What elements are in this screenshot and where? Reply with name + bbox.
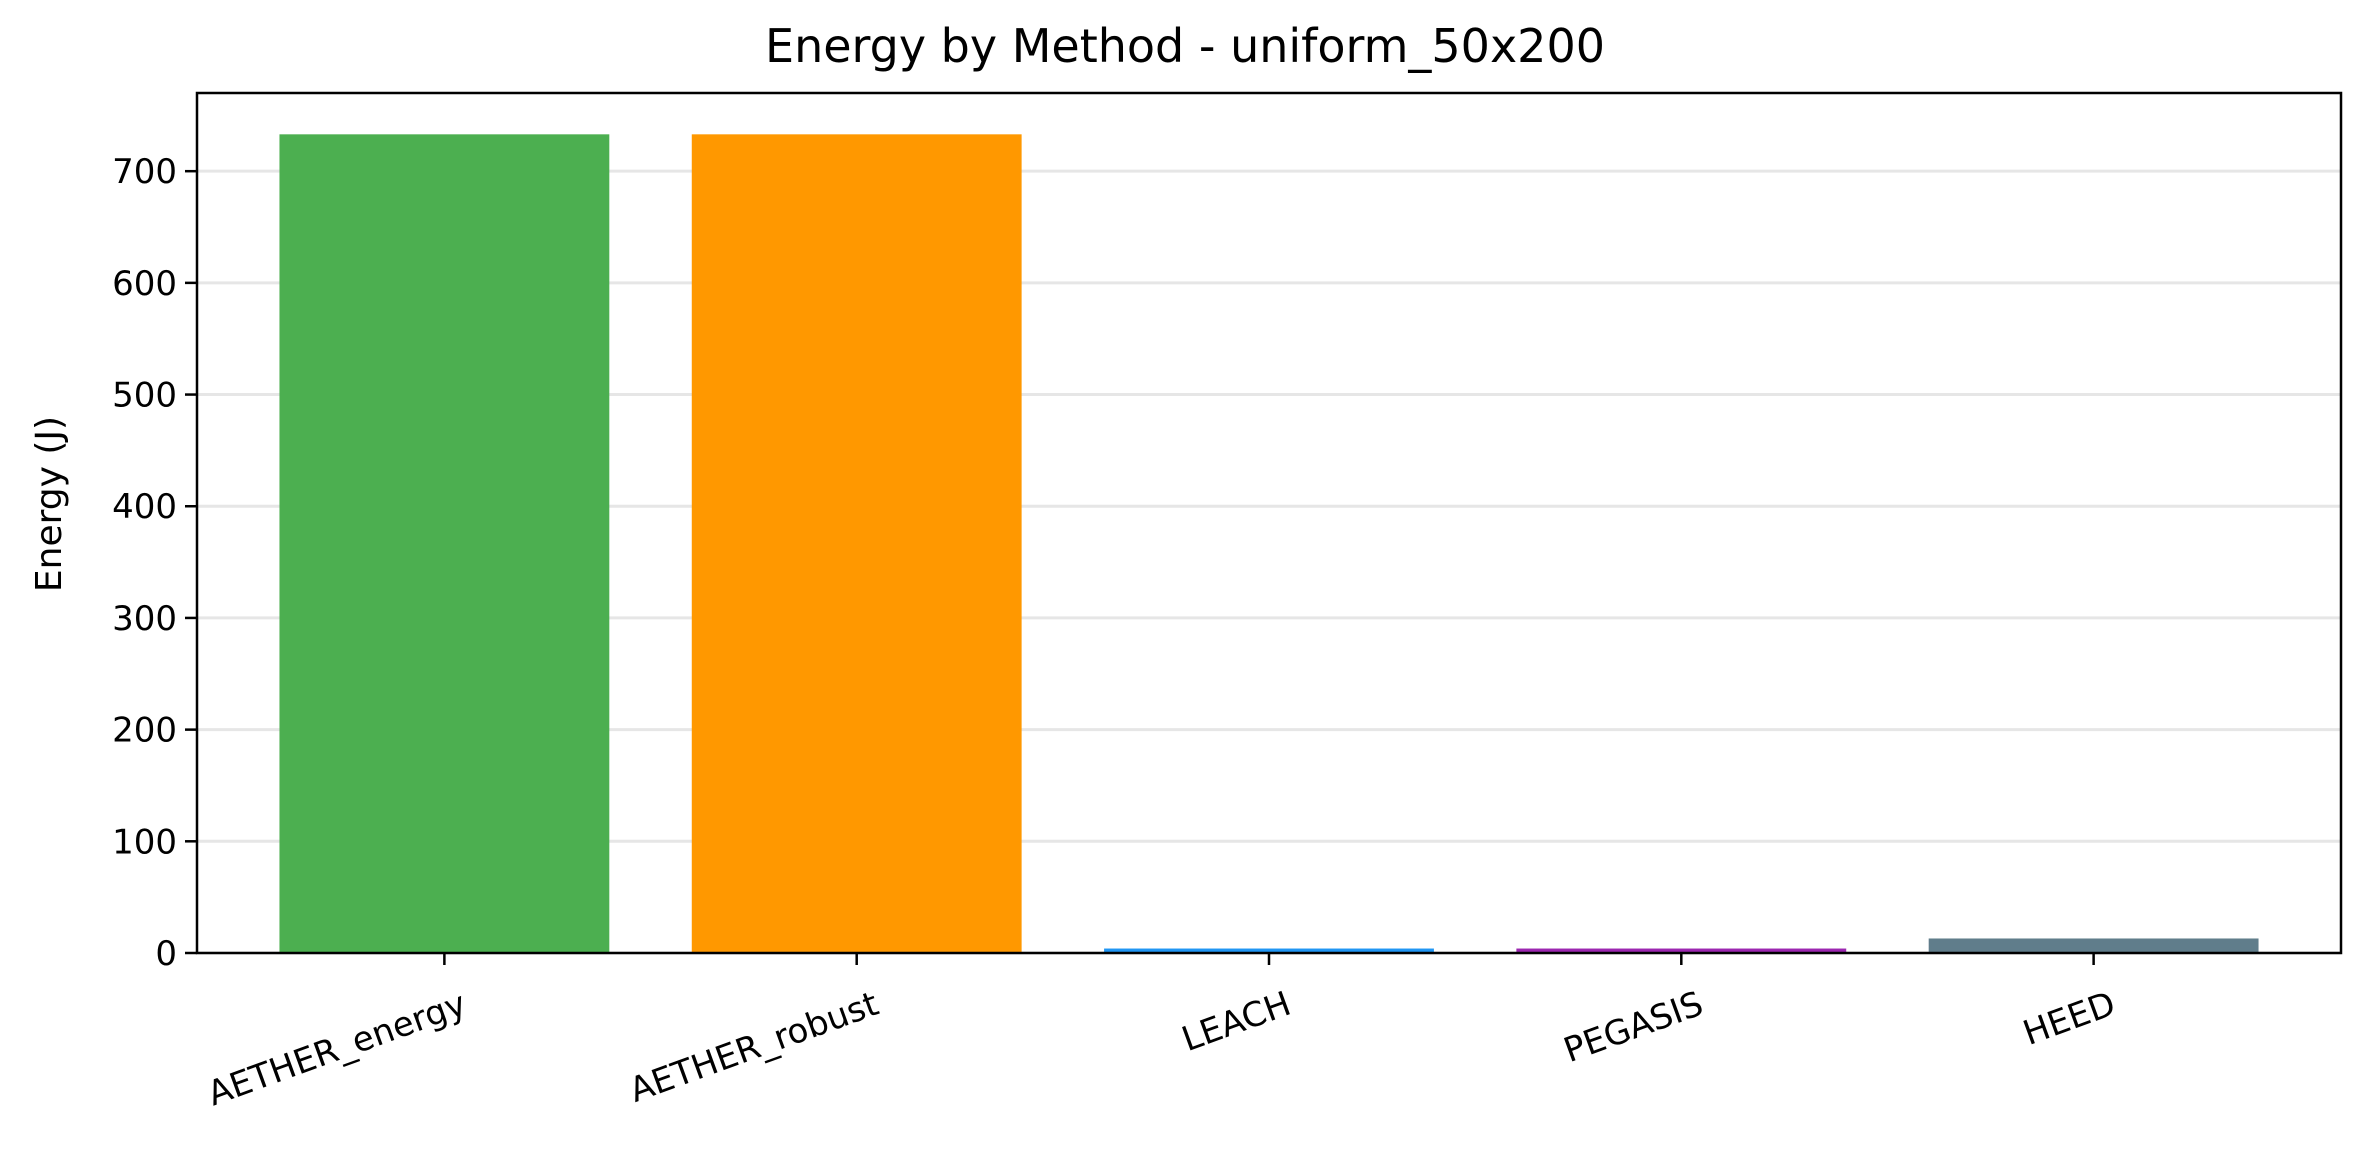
y-tick-label: 300 xyxy=(112,599,177,639)
chart-title: Energy by Method - uniform_50x200 xyxy=(765,19,1605,73)
bar-leach xyxy=(1104,948,1434,953)
y-tick-label: 0 xyxy=(155,934,177,974)
bars xyxy=(279,134,2259,953)
bar-aether-robust xyxy=(691,134,1022,953)
y-tick-label: 600 xyxy=(112,264,177,304)
bar-aether-energy xyxy=(279,134,610,953)
y-tick-label: 500 xyxy=(112,376,177,416)
y-tick-labels: 0 100 200 300 400 500 600 700 xyxy=(112,152,177,974)
y-axis-label: Energy (J) xyxy=(29,416,70,592)
y-tick-label: 100 xyxy=(112,822,177,862)
y-tick-label: 400 xyxy=(112,487,177,527)
bar-pegasis xyxy=(1516,948,1847,953)
y-tick-label: 700 xyxy=(112,152,177,192)
bar-heed xyxy=(1928,938,2259,953)
axes xyxy=(185,91,2343,965)
y-tick-label: 200 xyxy=(112,711,177,751)
